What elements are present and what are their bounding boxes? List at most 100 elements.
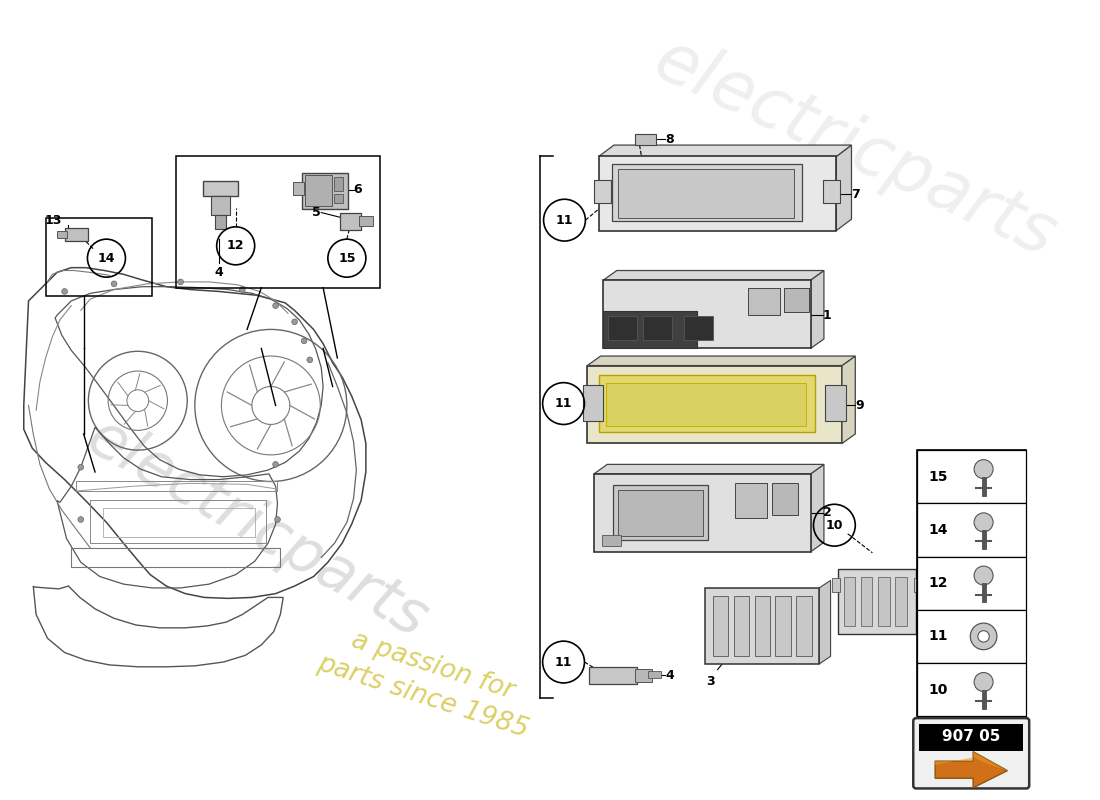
Bar	[214, 215, 227, 229]
Text: 15: 15	[338, 252, 355, 265]
Polygon shape	[598, 145, 851, 157]
Text: 12: 12	[928, 576, 948, 590]
Circle shape	[178, 279, 184, 285]
Circle shape	[292, 319, 297, 325]
Polygon shape	[842, 356, 856, 443]
Bar	[776, 595, 791, 656]
Polygon shape	[820, 580, 830, 664]
Text: 4: 4	[214, 266, 223, 279]
Bar	[583, 385, 604, 421]
Bar	[917, 663, 1026, 716]
Polygon shape	[811, 270, 824, 349]
Bar	[825, 385, 846, 421]
Text: 4: 4	[666, 669, 674, 682]
Bar	[65, 228, 88, 241]
Bar	[45, 218, 152, 296]
Bar	[598, 157, 836, 230]
Circle shape	[78, 464, 84, 470]
Circle shape	[273, 462, 278, 467]
Text: 11: 11	[928, 630, 948, 643]
Circle shape	[970, 623, 997, 650]
Bar	[844, 577, 856, 626]
Text: 5: 5	[311, 206, 320, 219]
Bar	[917, 503, 1026, 557]
Bar	[917, 610, 1026, 663]
Bar	[917, 557, 1026, 610]
Bar	[293, 182, 304, 195]
Polygon shape	[587, 356, 856, 366]
Text: 6: 6	[353, 183, 362, 196]
Text: 7: 7	[851, 188, 860, 201]
Bar	[590, 667, 637, 684]
Circle shape	[273, 303, 278, 309]
Bar	[204, 181, 238, 196]
Bar	[594, 474, 811, 552]
Bar	[895, 577, 906, 626]
Bar	[684, 316, 713, 339]
Bar	[635, 134, 656, 145]
Text: 9: 9	[856, 399, 864, 412]
Bar	[833, 578, 840, 592]
Bar	[211, 196, 230, 215]
Text: 15: 15	[928, 470, 948, 484]
Bar	[305, 175, 332, 206]
Circle shape	[275, 517, 280, 522]
Circle shape	[240, 286, 245, 292]
Circle shape	[978, 630, 989, 642]
Bar	[838, 569, 916, 634]
Text: 11: 11	[556, 214, 573, 226]
Text: 2: 2	[823, 506, 832, 519]
Text: 10: 10	[928, 682, 948, 697]
Text: 1: 1	[823, 309, 832, 322]
Bar	[861, 577, 872, 626]
Bar	[914, 578, 922, 592]
Polygon shape	[935, 752, 1008, 770]
Polygon shape	[935, 752, 1008, 788]
Bar	[755, 595, 770, 656]
Bar	[608, 316, 637, 339]
Circle shape	[78, 517, 84, 522]
Bar	[176, 157, 381, 288]
Circle shape	[111, 281, 117, 286]
Bar	[648, 670, 661, 678]
Bar	[748, 288, 780, 315]
Circle shape	[975, 673, 993, 691]
Bar	[771, 483, 797, 514]
Text: 14: 14	[98, 252, 116, 265]
Bar	[613, 486, 708, 541]
Text: a passion for
parts since 1985: a passion for parts since 1985	[314, 619, 541, 742]
Bar	[604, 280, 811, 349]
Bar	[644, 316, 672, 339]
Text: 11: 11	[554, 397, 572, 410]
Bar	[618, 490, 703, 536]
Bar	[598, 375, 815, 432]
Text: 907 05: 907 05	[942, 729, 1000, 744]
Bar	[823, 180, 840, 203]
Text: 13: 13	[44, 214, 62, 226]
Bar	[340, 213, 361, 230]
Bar	[917, 450, 1026, 716]
Circle shape	[62, 289, 67, 294]
Bar	[302, 173, 348, 209]
Bar	[602, 534, 620, 546]
Bar	[635, 669, 652, 682]
Text: 14: 14	[928, 523, 948, 537]
Bar	[734, 595, 749, 656]
Bar	[102, 508, 255, 537]
Circle shape	[975, 566, 993, 585]
FancyBboxPatch shape	[913, 718, 1030, 789]
Bar	[796, 595, 812, 656]
Bar	[606, 382, 806, 426]
Bar	[360, 216, 373, 226]
Polygon shape	[594, 464, 824, 474]
Bar	[735, 483, 768, 518]
Polygon shape	[811, 464, 824, 552]
Bar	[333, 194, 343, 203]
Bar	[604, 311, 696, 349]
Text: 8: 8	[666, 133, 674, 146]
Bar	[618, 169, 793, 218]
Text: electricparts: electricparts	[76, 408, 437, 650]
Bar	[713, 595, 728, 656]
Text: 12: 12	[227, 239, 244, 252]
Text: 10: 10	[826, 518, 843, 532]
